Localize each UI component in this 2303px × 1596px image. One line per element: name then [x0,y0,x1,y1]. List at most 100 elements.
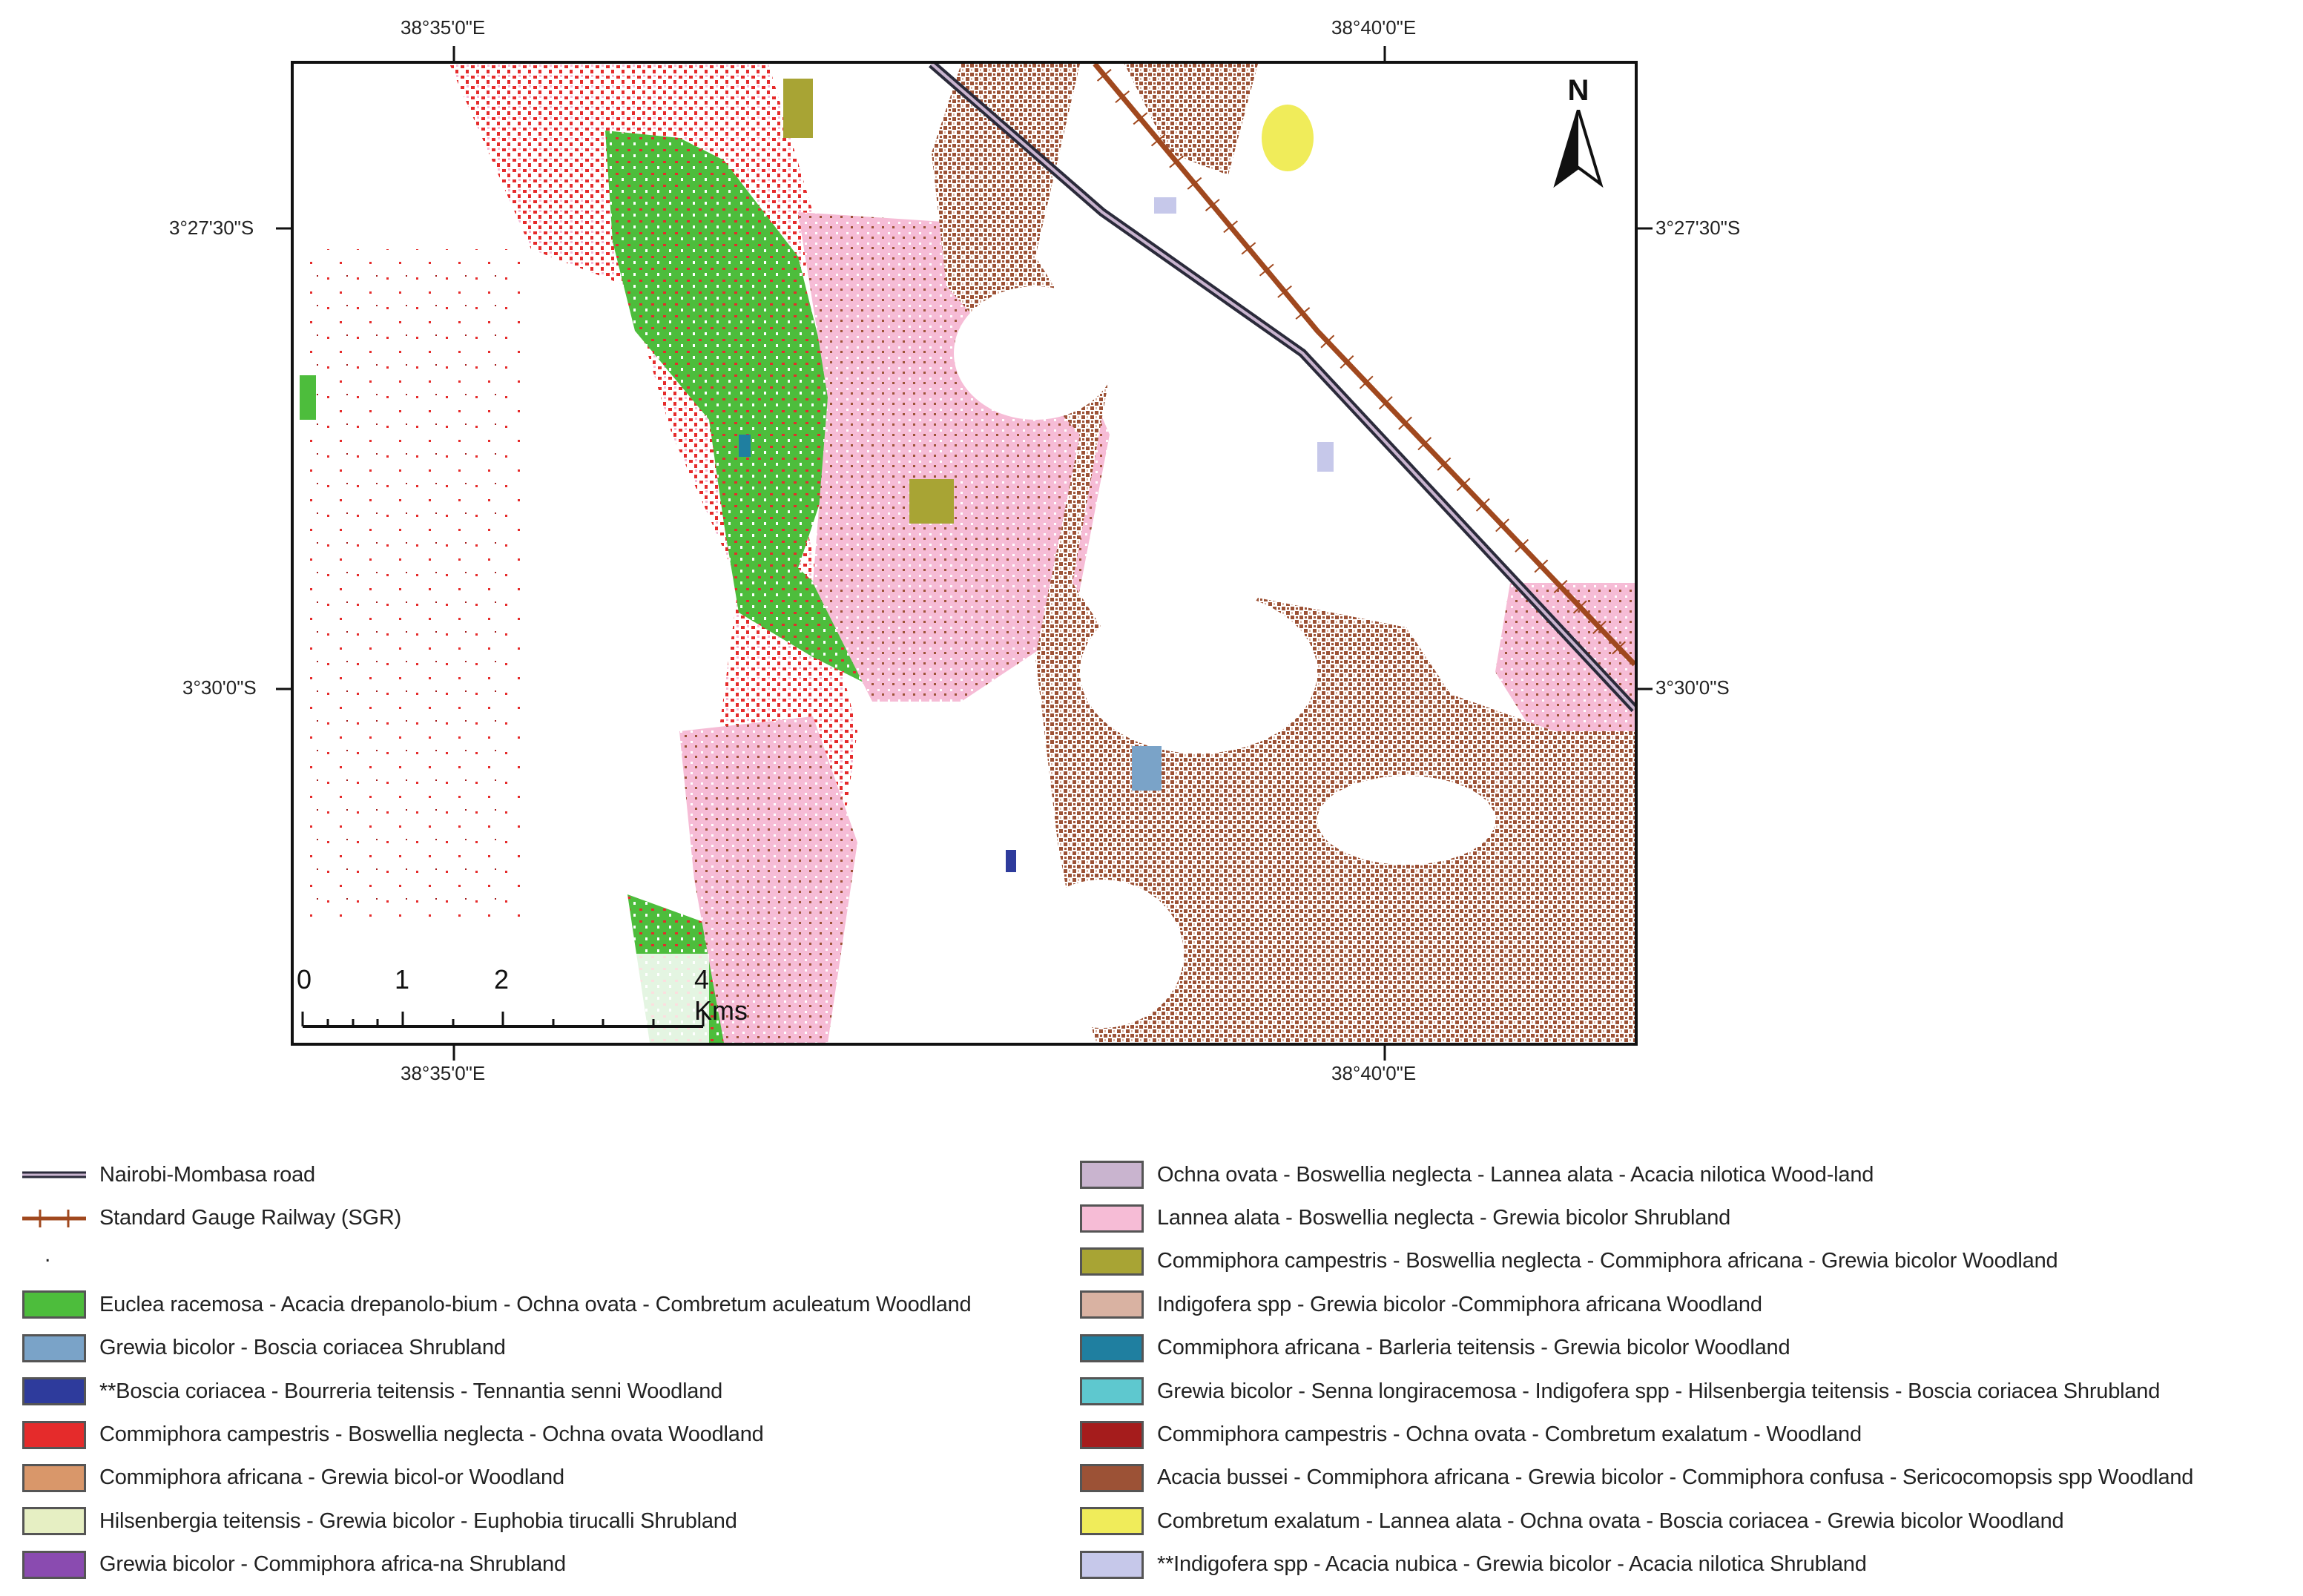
scale-bar-icon [301,1012,705,1028]
railway-tick [1515,538,1529,553]
railway-tick [1475,498,1490,512]
lat-label-left-top: 3°27'30"S [169,217,254,239]
legend-item: Commiphora africana - Grewia bicol-or Wo… [22,1457,972,1500]
railway-tick [1340,355,1354,369]
north-arrow-icon [1553,110,1604,188]
railway-line-icon [22,1204,86,1233]
railway-tick [1456,478,1471,492]
legend-dot: . [45,1241,51,1267]
clearing [1317,776,1495,865]
scale-label-2: 2 [494,964,510,995]
railway-tick [1417,437,1432,451]
lon-label-bottom-right: 38°40'0"E [1331,1062,1417,1084]
railway-tick [1115,90,1130,104]
green-fleck [300,375,316,420]
railway-tick [1592,620,1607,634]
legend-label: Grewia bicolor - Boscia coriacea Shrubla… [99,1336,506,1360]
legend-item: Grewia bicolor - Senna longiracemosa - I… [1080,1370,2193,1413]
legend-label: Commiphora campestris - Boswellia neglec… [1157,1249,2058,1273]
legend-label: Indigofera spp - Grewia bicolor -Commiph… [1157,1292,1762,1316]
legend-item: Commiphora campestris - Boswellia neglec… [1080,1240,2193,1283]
legend-railway-label: Standard Gauge Railway (SGR) [99,1206,402,1230]
railway-tick [1187,177,1202,190]
scale-label-0: 0 [297,964,312,995]
legend-label: Hilsenbergia teitensis - Grewia bicolor … [99,1508,737,1533]
legend-label: Commiphora campestris - Boswellia neglec… [99,1422,764,1447]
railway-tick [1534,559,1549,573]
legend-item: Grewia bicolor - Commiphora africa-na Sh… [22,1543,972,1586]
scale-label-4: 4 Kms [694,964,748,1026]
railway-tick [1277,285,1292,298]
legend-label: **Indigofera spp - Acacia nubica - Grewi… [1157,1552,1867,1577]
pink-shrubland-south [679,716,857,1043]
legend-item: Grewia bicolor - Boscia coriacea Shrubla… [22,1327,972,1370]
railway-ticks [1096,68,1626,655]
railway-tick [1359,375,1374,389]
legend-item: Acacia bussei - Commiphora africana - Gr… [1080,1457,2193,1500]
railway-tick [1398,416,1412,430]
blue-patch [1132,746,1162,791]
railway-tick [1133,112,1148,125]
legend-label: Ochna ovata - Boswellia neglecta - Lanne… [1157,1162,1874,1187]
legend-swatch [1080,1507,1144,1536]
legend-swatch [1080,1463,1144,1492]
scale-label-1: 1 [395,964,410,995]
railway-tick [1096,68,1112,82]
legend-swatch [22,1333,86,1362]
railway-tick [1241,242,1256,255]
legend-item: **Indigofera spp - Acacia nubica - Grewi… [1080,1543,2193,1586]
lon-label-bottom-left: 38°35'0"E [401,1062,486,1084]
railway-line [1093,64,1635,667]
clearing [1021,880,1184,1028]
legend-road: Nairobi-Mombasa road [22,1153,972,1196]
legend-label: Euclea racemosa - Acacia drepanolo-bium … [99,1292,972,1316]
legend-swatch [22,1507,86,1536]
lavender-patch [1317,442,1334,472]
legend-item: Indigofera spp - Grewia bicolor -Commiph… [1080,1283,2193,1326]
yellow-patch [1262,105,1314,171]
sparse-scatter-west [301,249,524,917]
lon-label-top-left: 38°35'0"E [401,16,486,39]
legend-swatch [1080,1290,1144,1319]
road-line-icon [22,1161,86,1189]
scale-bar: 0 1 2 4 Kms [294,964,748,1038]
railway-tick [1320,334,1335,349]
road-line-inner [930,64,1635,710]
legend-swatch [22,1290,86,1319]
legend-label: Combretum exalatum - Lannea alata - Ochn… [1157,1508,2064,1533]
legend-swatch [1080,1161,1144,1190]
legend-item: Ochna ovata - Boswellia neglecta - Lanne… [1080,1153,2193,1196]
olive-patch [783,79,813,138]
railway-tick [1495,518,1509,532]
railway-tick [1612,641,1626,655]
legend-label: Commiphora campestris - Ochna ovata - Co… [1157,1422,1862,1447]
legend-item: Commiphora campestris - Ochna ovata - Co… [1080,1413,2193,1456]
legend-swatch [1080,1377,1144,1406]
legend-swatch [1080,1247,1144,1276]
legend-label: Commiphora africana - Barleria teitensis… [1157,1336,1790,1360]
map-frame [291,61,1638,1046]
clearing [954,286,1117,420]
clearing [1080,590,1317,754]
map-figure: 38°35'0"E 38°40'0"E 38°35'0"E 38°40'0"E … [169,16,1740,1084]
legend-item: Commiphora campestris - Boswellia neglec… [22,1413,972,1456]
legend-item: Combretum exalatum - Lannea alata - Ochn… [1080,1500,2193,1543]
legend-label: Grewia bicolor - Senna longiracemosa - I… [1157,1379,2161,1403]
lon-label-top-right: 38°40'0"E [1331,16,1417,39]
legend-swatch [22,1550,86,1579]
railway-tick [1437,457,1452,471]
legend-label: **Boscia coriacea - Bourreria teitensis … [99,1379,723,1403]
railway-tick [1223,220,1238,234]
legend-item: Hilsenbergia teitensis - Grewia bicolor … [22,1500,972,1543]
railway-tick [1169,155,1184,168]
railway-tick [1259,263,1274,277]
railway-tick [1553,579,1568,593]
legend-swatch [22,1420,86,1449]
lavender-patch [1154,197,1176,214]
railway-tick [1150,133,1166,147]
legend-swatch [22,1377,86,1406]
legend-label: Grewia bicolor - Commiphora africa-na Sh… [99,1552,566,1577]
olive-patch [909,479,954,524]
north-arrow: N [1549,74,1608,193]
legend-item: **Boscia coriacea - Bourreria teitensis … [22,1370,972,1413]
